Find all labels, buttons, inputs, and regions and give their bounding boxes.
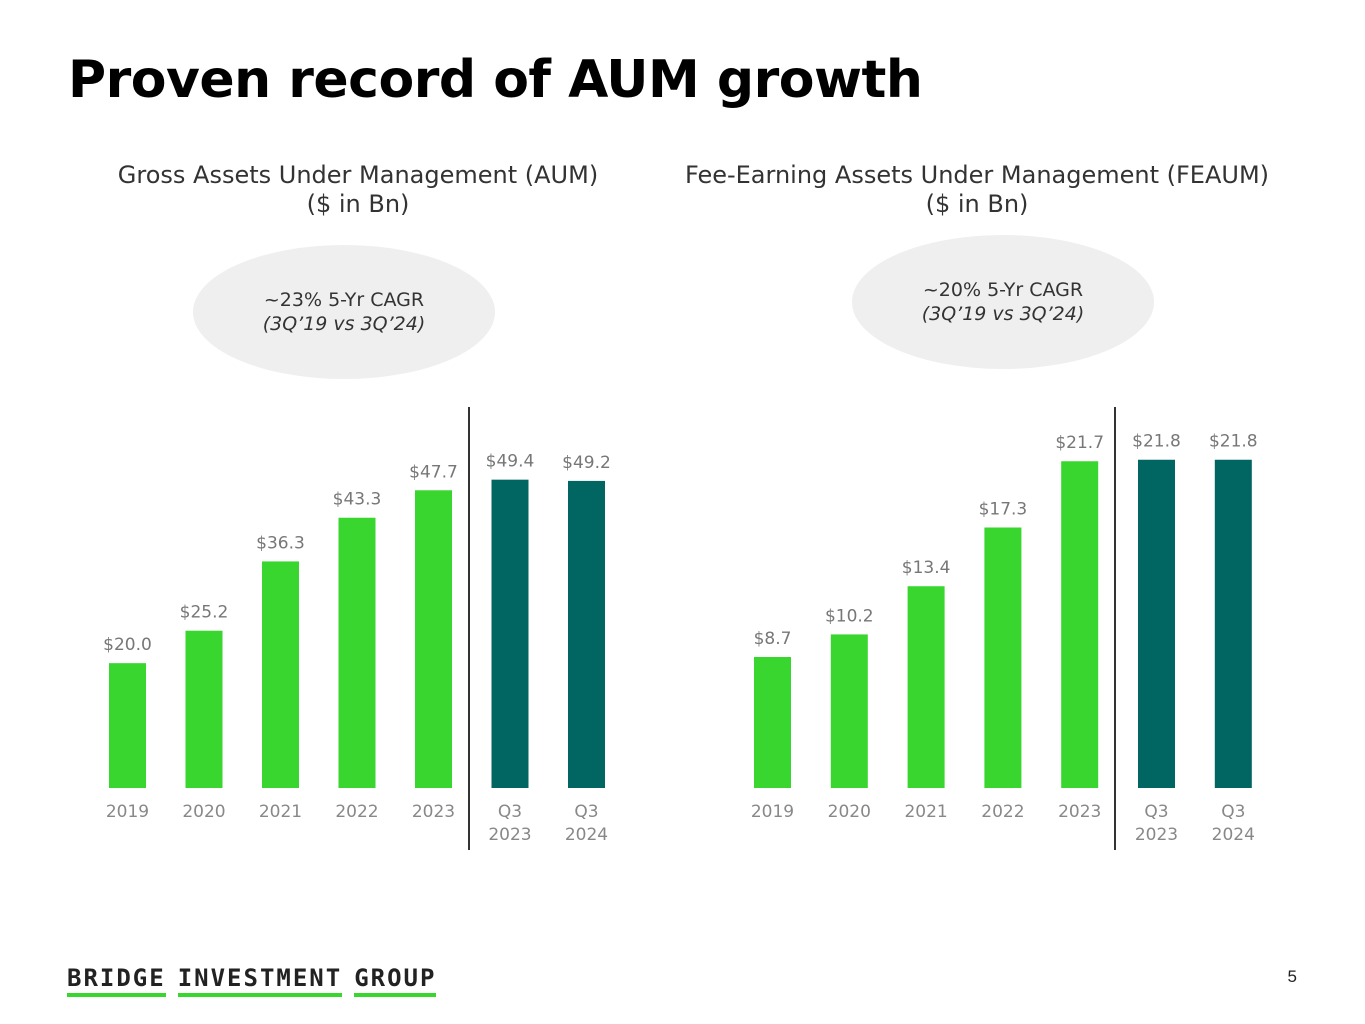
logo-word-bridge: BRIDGE	[67, 965, 166, 997]
feaum-x-tick-label: 2023	[1058, 802, 1101, 822]
feaum-x-tick-label: 2024	[1212, 825, 1255, 845]
aum-bar	[338, 517, 376, 788]
feaum-x-tick-label: Q3	[1221, 802, 1245, 822]
aum-value-label: $36.3	[256, 533, 305, 553]
feaum-x-tick-label: 2019	[751, 802, 794, 822]
aum-x-tick-label: 2022	[335, 802, 378, 822]
feaum-chart-title-line1: Fee-Earning Assets Under Management (FEA…	[684, 161, 1270, 189]
feaum-bar	[1214, 459, 1252, 788]
aum-x-tick-label: 2020	[182, 802, 225, 822]
feaum-bar	[984, 527, 1022, 788]
feaum-x-tick-label: 2022	[981, 802, 1024, 822]
feaum-cagr-callout: ~20% 5-Yr CAGR (3Q’19 vs 3Q’24)	[852, 235, 1154, 369]
aum-value-label: $25.2	[180, 603, 229, 623]
aum-bar	[491, 479, 529, 788]
feaum-value-label: $17.3	[979, 500, 1028, 520]
feaum-bar	[1138, 459, 1175, 788]
feaum-value-label: $21.8	[1132, 432, 1181, 452]
feaum-bar	[830, 634, 868, 788]
feaum-x-tick-label: 2023	[1135, 825, 1178, 845]
page-title: Proven record of AUM growth	[68, 50, 923, 110]
feaum-value-label: $21.8	[1209, 432, 1258, 452]
feaum-x-tick-label: 2020	[828, 802, 871, 822]
aum-chart-title-line1: Gross Assets Under Management (AUM)	[117, 161, 599, 189]
feaum-value-label: $8.7	[754, 629, 792, 649]
aum-x-tick-label: 2023	[488, 825, 531, 845]
aum-chart-title-line2: ($ in Bn)	[306, 190, 410, 218]
logo-word-group: GROUP	[354, 965, 437, 997]
aum-x-tick-label: 2021	[259, 802, 302, 822]
aum-bar	[185, 630, 223, 788]
feaum-x-tick-label: Q3	[1144, 802, 1168, 822]
aum-chart-title: Gross Assets Under Management (AUM) ($ i…	[88, 161, 628, 219]
feaum-cagr-text: ~20% 5-Yr CAGR	[922, 279, 1084, 301]
feaum-chart-title-line2: ($ in Bn)	[925, 190, 1029, 218]
aum-value-label: $49.4	[486, 452, 535, 472]
feaum-x-tick-label: 2021	[904, 802, 947, 822]
aum-x-tick-label: Q3	[498, 802, 522, 822]
feaum-bar	[754, 656, 791, 788]
feaum-bar	[1061, 461, 1099, 788]
aum-x-tick-label: 2023	[412, 802, 455, 822]
feaum-value-label: $21.7	[1055, 433, 1104, 453]
aum-x-tick-label: 2019	[106, 802, 149, 822]
aum-x-tick-label: Q3	[574, 802, 598, 822]
feaum-chart-title: Fee-Earning Assets Under Management (FEA…	[677, 161, 1277, 219]
aum-value-label: $47.7	[409, 462, 458, 482]
aum-bar	[415, 490, 452, 788]
aum-bar	[568, 480, 605, 788]
feaum-cagr-period: (3Q’19 vs 3Q’24)	[921, 303, 1085, 325]
aum-value-label: $43.3	[333, 490, 382, 510]
feaum-value-label: $10.2	[825, 606, 874, 626]
feaum-value-label: $13.4	[902, 558, 951, 578]
page-number: 5	[1287, 967, 1297, 986]
feaum-bar	[907, 586, 945, 788]
aum-bar	[262, 561, 299, 788]
aum-x-tick-label: 2024	[565, 825, 608, 845]
aum-cagr-text: ~23% 5-Yr CAGR	[263, 289, 425, 311]
aum-value-label: $49.2	[562, 453, 611, 473]
bridge-logo: BRIDGE INVESTMENT GROUP	[67, 965, 437, 997]
aum-bar	[109, 663, 146, 788]
logo-word-investment: INVESTMENT	[177, 965, 343, 997]
aum-cagr-period: (3Q’19 vs 3Q’24)	[262, 313, 426, 335]
aum-cagr-callout: ~23% 5-Yr CAGR (3Q’19 vs 3Q’24)	[193, 245, 495, 379]
aum-value-label: $20.0	[103, 635, 152, 655]
